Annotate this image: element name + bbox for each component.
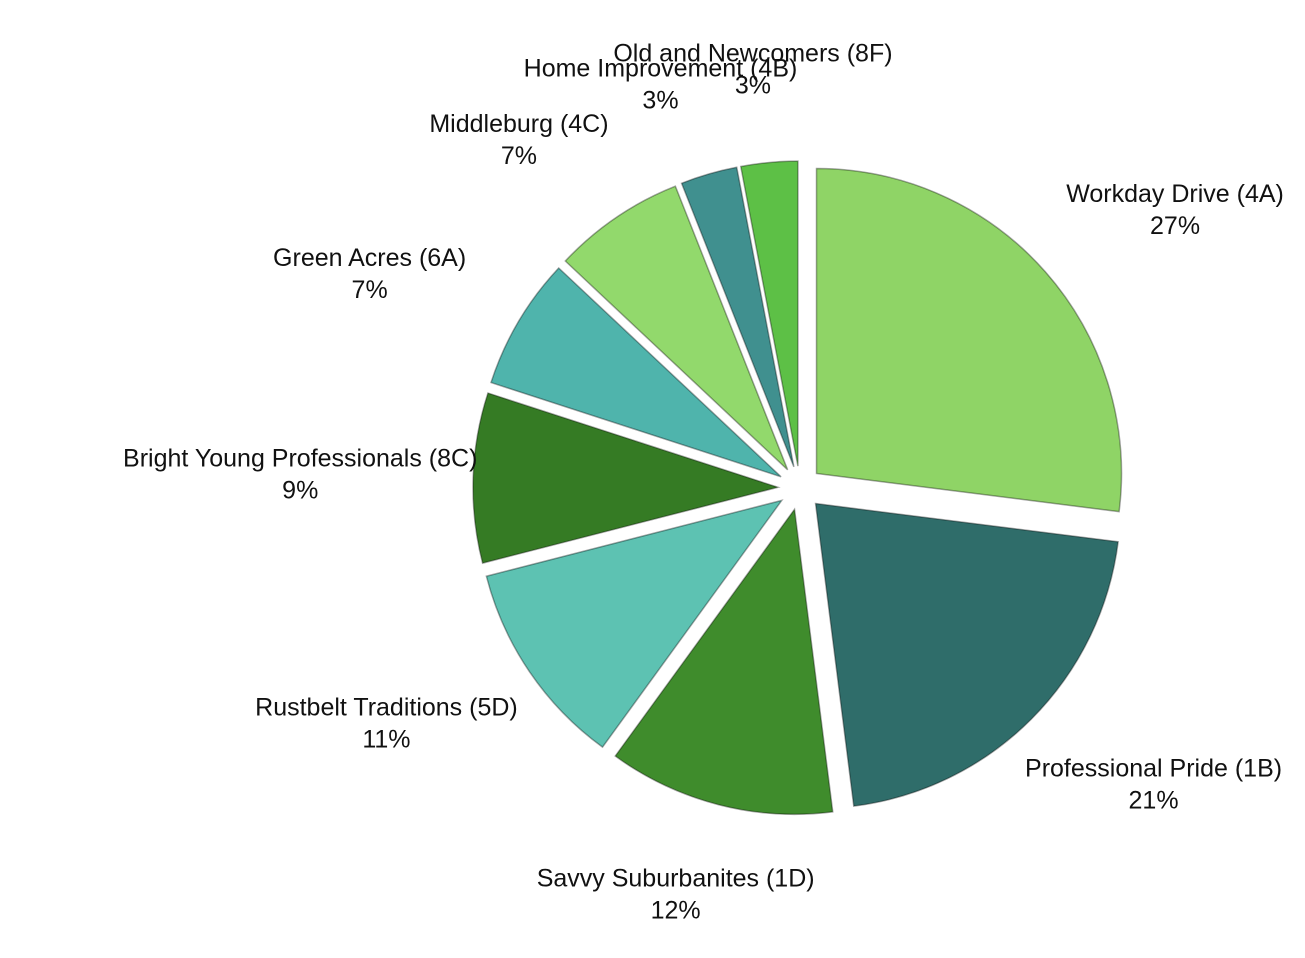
slice-value-label: 7% (501, 142, 537, 170)
pie-slice (814, 502, 1119, 807)
slice-label: Bright Young Professionals (8C) (123, 444, 477, 472)
pie-slice (485, 499, 784, 749)
slice-label: Professional Pride (1B) (1025, 755, 1282, 783)
pie-slice (472, 392, 781, 565)
slice-value-label: 3% (642, 86, 678, 114)
slice-value-label: 21% (1129, 787, 1179, 815)
pie-slice (815, 167, 1123, 513)
slice-value-label: 7% (352, 276, 388, 304)
slice-label: Workday Drive (4A) (1066, 180, 1284, 208)
slice-value-label: 12% (651, 896, 701, 924)
pie-slice (614, 507, 834, 816)
slice-value-label: 11% (362, 726, 410, 754)
pie-slice (564, 185, 789, 471)
slice-label: Home Improvement (4B) (524, 54, 798, 82)
slice-value-label: 27% (1150, 212, 1200, 240)
pie-slice (490, 266, 782, 478)
slice-label: Rustbelt Traditions (5D) (255, 694, 518, 722)
pie-slice (739, 160, 799, 467)
pie-slice (680, 166, 795, 468)
slice-label: Old and Newcomers (8F) (613, 39, 892, 67)
slice-label: Middleburg (4C) (429, 110, 608, 138)
slice-value-label: 3% (735, 71, 771, 99)
slice-value-label: 9% (282, 476, 318, 504)
slice-label: Green Acres (6A) (273, 244, 466, 272)
slice-label: Savvy Suburbanites (1D) (537, 864, 815, 892)
